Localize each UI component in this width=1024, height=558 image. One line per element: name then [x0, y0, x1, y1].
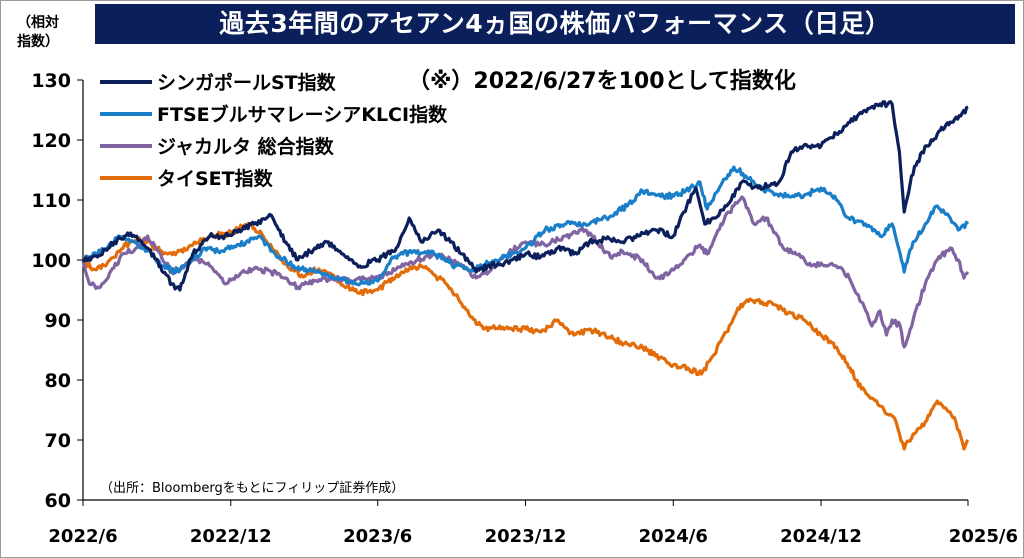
- chart-title: 過去3年間のアセアン4ヵ国の株価パフォーマンス（日足）: [219, 9, 891, 38]
- y-tick-label: 120: [31, 130, 71, 152]
- y-tick-label: 60: [45, 490, 71, 512]
- x-tick-label: 2022/12: [190, 526, 272, 547]
- legend-label: タイSET指数: [157, 167, 274, 190]
- series-line-0: [82, 100, 969, 292]
- x-tick-label: 2025/6: [949, 526, 1018, 547]
- series-line-1: [82, 165, 970, 287]
- x-tick-label: 2024/6: [639, 526, 708, 547]
- title-banner: 過去3年間のアセアン4ヵ国の株価パフォーマンス（日足）: [95, 4, 1015, 44]
- y-tick-label: 90: [45, 310, 71, 332]
- y-unit-label-line2: 指数）: [17, 34, 59, 50]
- index-note: （※）2022/6/27を100として指数化: [408, 68, 796, 94]
- x-tick-label: 2023/6: [343, 526, 412, 547]
- source-note: （出所：Bloombergをもとにフィリップ証券作成）: [100, 480, 404, 496]
- axes: 60 70 80 90 100 110 120 130 2022/6 2022/12 2023/6 2…: [31, 70, 1018, 547]
- legend-label: ジャカルタ 総合指数: [157, 135, 335, 158]
- legend-label: FTSEブルサマレーシアKLCI指数: [157, 103, 448, 126]
- y-tick-label: 70: [45, 430, 71, 452]
- y-tick-label: 80: [45, 370, 71, 392]
- x-tick-label: 2023/12: [485, 526, 567, 547]
- series-lines: [81, 100, 970, 451]
- y-unit-label-line1: （相対: [17, 15, 59, 31]
- y-unit-label: （相対 指数）: [14, 14, 62, 52]
- x-tick-label: 2024/12: [780, 526, 862, 547]
- y-tick-label: 100: [31, 250, 71, 272]
- y-tick-label: 130: [31, 70, 71, 92]
- series-line-2: [81, 195, 970, 349]
- legend-label: シンガポールST指数: [157, 71, 337, 94]
- series-line-3: [81, 221, 970, 451]
- y-tick-label: 110: [31, 190, 71, 212]
- x-tick-label: 2022/6: [48, 526, 117, 547]
